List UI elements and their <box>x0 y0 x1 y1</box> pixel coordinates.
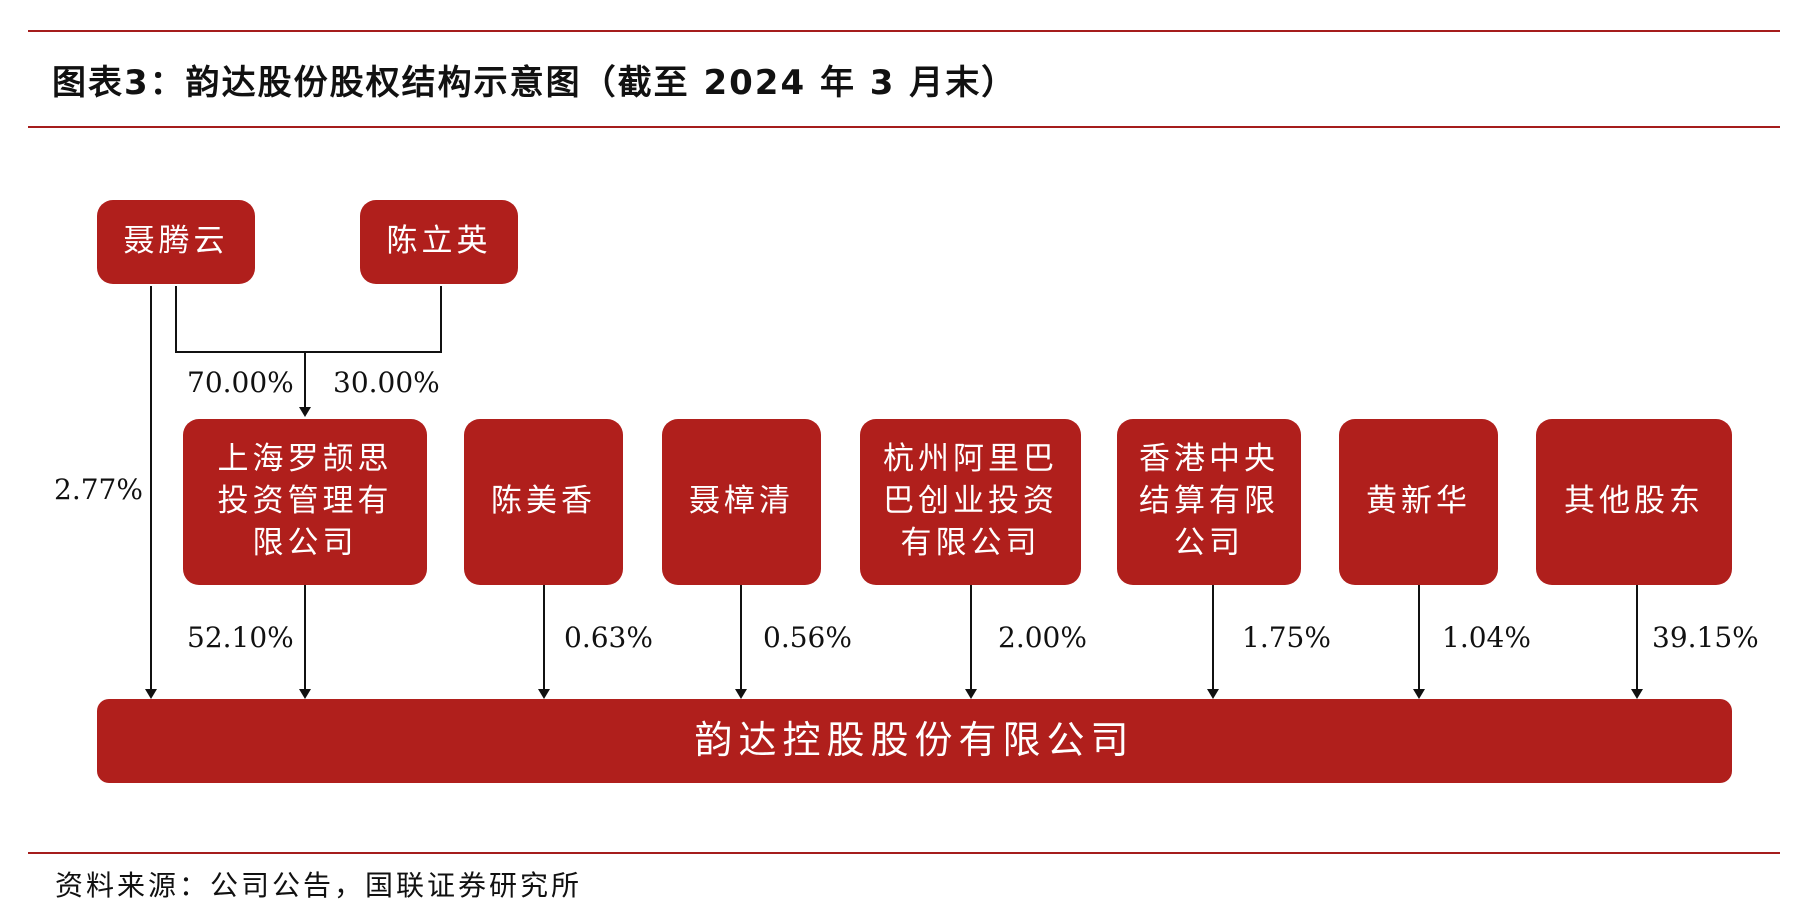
pct-nie-to-luosi: 70.00% <box>187 366 294 399</box>
entity-alibaba: 杭州阿里巴 巴创业投资 有限公司 <box>860 419 1081 585</box>
entity-chen-meixiang: 陈美香 <box>464 419 623 585</box>
pct-chen-meixiang: 0.63% <box>564 621 653 654</box>
pct-chen-to-luosi: 30.00% <box>333 366 440 399</box>
entity-nie-tengyun: 聂腾云 <box>97 200 255 284</box>
founders-bracket-line <box>175 286 442 353</box>
figure-title: 图表3：韵达股份股权结构示意图（截至 2024 年 3 月末） <box>52 63 1018 103</box>
top-rule <box>28 30 1780 32</box>
entity-huang-xinhua: 黄新华 <box>1339 419 1498 585</box>
entity-luosi: 上海罗颉思 投资管理有 限公司 <box>183 419 427 585</box>
source-note: 资料来源：公司公告，国联证券研究所 <box>55 869 583 902</box>
pct-nie-zhangqing: 0.56% <box>763 621 852 654</box>
pct-hkscc: 1.75% <box>1242 621 1331 654</box>
pct-luosi: 52.10% <box>187 621 294 654</box>
entity-others: 其他股东 <box>1536 419 1732 585</box>
pct-huang-xinhua: 1.04% <box>1442 621 1531 654</box>
pct-alibaba: 2.00% <box>998 621 1087 654</box>
pct-others: 39.15% <box>1652 621 1759 654</box>
entity-chen-liying: 陈立英 <box>360 200 518 284</box>
entity-nie-zhangqing: 聂樟清 <box>662 419 821 585</box>
pct-nie-direct: 2.77% <box>54 473 143 506</box>
title-underline <box>28 126 1780 128</box>
entity-hkscc: 香港中央 结算有限 公司 <box>1117 419 1301 585</box>
footer-rule <box>28 852 1780 854</box>
entity-company: 韵达控股股份有限公司 <box>97 699 1732 783</box>
